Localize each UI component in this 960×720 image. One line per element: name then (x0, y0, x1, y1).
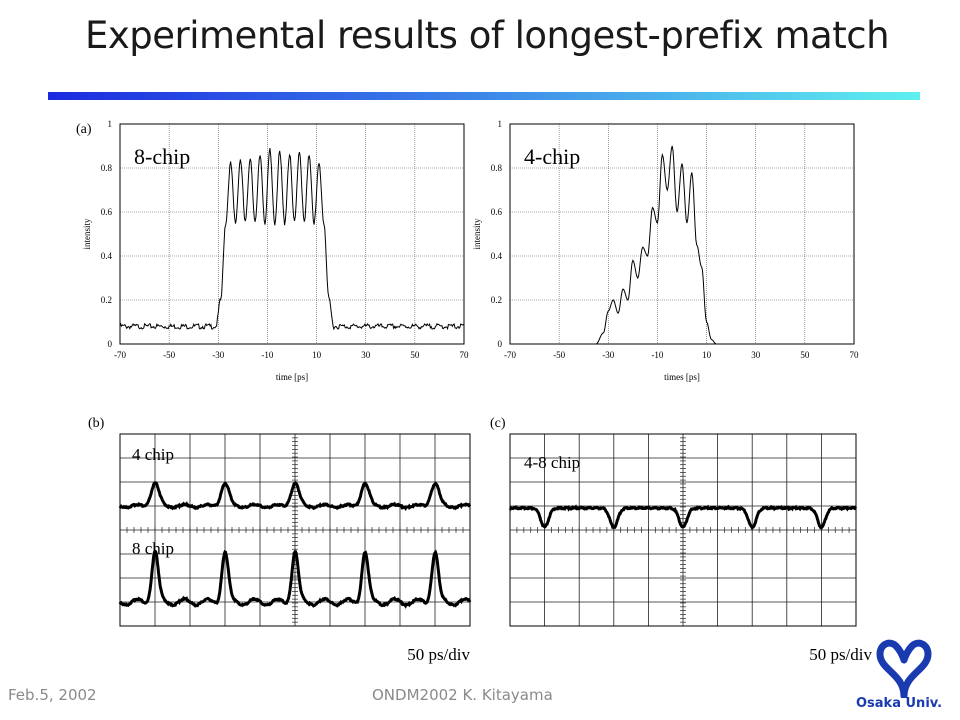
scope-frame-b (119, 433, 471, 627)
x-tick-label: 50 (800, 350, 810, 360)
y-tick-label: 0.8 (101, 163, 113, 173)
panel-label: (a) (76, 122, 92, 137)
scope-trace-8chip (118, 549, 472, 609)
y-tick-label: 0 (108, 339, 113, 349)
x-tick-label: 10 (702, 350, 712, 360)
y-tick-label: 0 (498, 339, 503, 349)
slide-title: Experimental results of longest-prefix m… (85, 14, 890, 57)
intensity-trace (119, 148, 465, 331)
footer-conference: ONDM2002 K. Kitayama (372, 686, 553, 704)
scope-frame-c (509, 433, 857, 627)
plot-frame (119, 123, 465, 345)
scope-scale-label: 50 ps/div (809, 645, 872, 664)
plot-frame (509, 123, 855, 345)
panel-label: (c) (490, 416, 506, 431)
x-axis-label: times [ps] (664, 372, 700, 382)
x-tick-label: 30 (751, 350, 761, 360)
trace-annotation: 4-chip (524, 144, 580, 169)
intensity-trace (510, 145, 854, 345)
panel-label: (b) (88, 416, 105, 431)
x-tick-label: -30 (212, 350, 224, 360)
x-tick-label: 70 (460, 350, 470, 360)
y-tick-label: 0.2 (101, 295, 112, 305)
y-tick-label: 1 (108, 119, 113, 129)
trace-annotation: 4 chip (132, 445, 174, 464)
y-tick-label: 1 (498, 119, 503, 129)
x-tick-label: 70 (850, 350, 860, 360)
x-tick-label: -10 (651, 350, 663, 360)
scope-trace-4chip (118, 481, 472, 512)
y-tick-label: 0.8 (491, 163, 503, 173)
y-tick-label: 0.6 (491, 207, 503, 217)
y-tick-label: 0.4 (491, 251, 503, 261)
x-tick-label: -50 (163, 350, 175, 360)
x-axis-label: time [ps] (276, 372, 308, 382)
trace-annotation: 8-chip (134, 144, 190, 169)
trace-annotation: 8 chip (132, 539, 174, 558)
x-tick-label: 10 (312, 350, 322, 360)
title-underline-bar (48, 92, 920, 100)
scope-trace-4-8chip (508, 504, 858, 531)
x-tick-label: -70 (504, 350, 516, 360)
y-tick-label: 0.2 (491, 295, 502, 305)
y-axis-label: intensity (472, 218, 482, 249)
x-tick-label: -30 (602, 350, 614, 360)
x-tick-label: -10 (261, 350, 273, 360)
footer-date: Feb.5, 2002 (8, 686, 97, 704)
x-tick-label: -70 (114, 350, 126, 360)
y-axis-label: intensity (82, 218, 92, 249)
osaka-univ-logo-icon (876, 639, 932, 698)
y-tick-label: 0.6 (101, 207, 113, 217)
x-tick-label: 50 (410, 350, 420, 360)
y-tick-label: 0.4 (101, 251, 113, 261)
x-tick-label: -50 (553, 350, 565, 360)
trace-annotation: 4-8 chip (524, 453, 580, 472)
x-tick-label: 30 (361, 350, 371, 360)
logo-text: Osaka Univ. (856, 696, 943, 711)
scope-scale-label: 50 ps/div (407, 645, 470, 664)
